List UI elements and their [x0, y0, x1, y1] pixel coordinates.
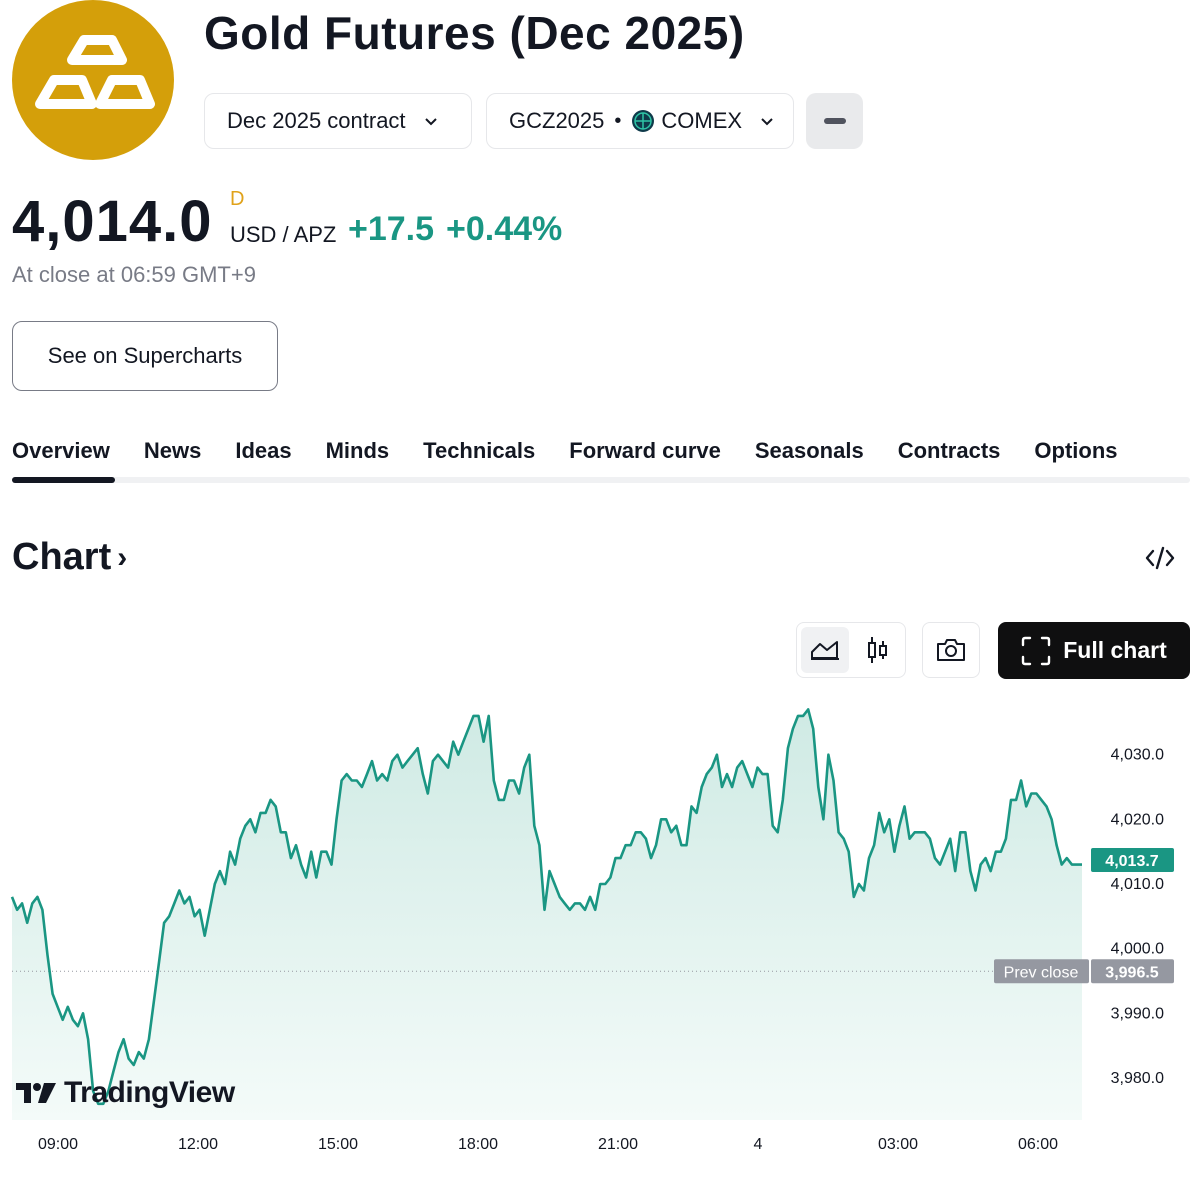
y-tick-label: 4,030.0: [1111, 747, 1164, 764]
chart-section-link[interactable]: Chart ›: [12, 536, 127, 579]
tradingview-logo-icon: [16, 1083, 56, 1103]
page-title: Gold Futures (Dec 2025): [204, 7, 745, 59]
tab-active-indicator: [12, 477, 115, 483]
prev-close-value-tag: [1091, 959, 1174, 984]
tradingview-watermark: TradingView: [14, 1076, 235, 1110]
tabs-track: [12, 477, 1190, 483]
market-close-note: At close at 06:59 GMT+9: [12, 262, 256, 287]
more-options-button[interactable]: [806, 93, 863, 149]
gold-bars-logo: [12, 0, 174, 160]
chart-heading: Chart: [12, 536, 112, 578]
x-tick-label: 15:00: [318, 1136, 358, 1153]
price-area-fill: [12, 709, 1082, 1120]
see-on-supercharts-button[interactable]: See on Supercharts: [12, 321, 278, 391]
tab-news[interactable]: News: [143, 438, 202, 463]
y-tick-label: 3,980.0: [1111, 1070, 1164, 1087]
tab-minds[interactable]: Minds: [325, 438, 390, 463]
contract-selector[interactable]: Dec 2025 contract: [204, 93, 472, 149]
x-tick-label: 21:00: [598, 1136, 638, 1153]
x-tick-label: 09:00: [38, 1136, 78, 1153]
x-tick-label: 06:00: [1018, 1136, 1058, 1153]
contract-selector-label: Dec 2025 contract: [227, 108, 406, 133]
prev-close-tag-label: Prev close: [1004, 964, 1079, 981]
change-absolute: +17.5: [348, 210, 435, 248]
y-tick-label: 4,000.0: [1111, 941, 1164, 958]
full-chart-button[interactable]: Full chart: [998, 622, 1190, 679]
tab-technicals[interactable]: Technicals: [423, 438, 536, 463]
x-tick-label: 18:00: [458, 1136, 498, 1153]
tab-seasonals[interactable]: Seasonals: [754, 438, 864, 463]
tab-ideas[interactable]: Ideas: [235, 438, 292, 463]
tab-overview[interactable]: Overview: [12, 438, 110, 463]
x-tick-label: 03:00: [878, 1136, 918, 1153]
last-price-label: 4,013.7: [1105, 853, 1158, 870]
chevron-down-icon: [424, 118, 437, 126]
y-tick-label: 4,020.0: [1111, 811, 1164, 828]
tradingview-wordmark: TradingView: [64, 1076, 235, 1109]
y-tick-label: 3,990.0: [1111, 1005, 1164, 1022]
x-tick-label: 4: [754, 1136, 763, 1153]
y-tick-label: 4,010.0: [1111, 876, 1164, 893]
change-percent: +0.44%: [446, 210, 563, 248]
fullscreen-icon: [1022, 636, 1051, 665]
tab-bar: Overview News Ideas Minds Technicals For…: [12, 438, 1152, 464]
globe-icon: [632, 110, 655, 132]
chevron-down-icon: [761, 118, 773, 126]
symbol-code: GCZ2025: [509, 108, 605, 133]
tab-contracts[interactable]: Contracts: [897, 438, 1001, 463]
exchange-name: COMEX: [661, 108, 743, 133]
separator-dot: •: [614, 109, 622, 132]
area-chart-icon: [811, 641, 839, 660]
minus-icon: [823, 118, 846, 124]
price-chart[interactable]: 4,030.0 4,020.0 4,010.0 4,000.0 3,990.0 3,980…: [0, 690, 1200, 1170]
embed-code-icon[interactable]: [1144, 543, 1176, 573]
last-price: 4,014.0: [12, 189, 213, 254]
chevron-right-icon: ›: [117, 540, 128, 574]
chart-style-group: [796, 622, 906, 678]
prev-close-tag: [994, 959, 1089, 984]
exchange-selector[interactable]: GCZ2025 • COMEX: [486, 93, 794, 149]
tab-options[interactable]: Options: [1034, 438, 1118, 463]
area-chart-button[interactable]: [801, 627, 849, 673]
prev-close-value-label: 3,996.5: [1105, 964, 1158, 981]
snapshot-button[interactable]: [922, 622, 980, 678]
camera-icon: [937, 639, 965, 661]
delayed-data-mark[interactable]: D: [230, 188, 245, 210]
price-change: +17.5 +0.44%: [348, 210, 562, 249]
x-tick-label: 12:00: [178, 1136, 218, 1153]
last-price-tag: [1091, 848, 1174, 873]
candlestick-chart-button[interactable]: [855, 627, 901, 673]
full-chart-label: Full chart: [1063, 637, 1167, 663]
tab-forward-curve[interactable]: Forward curve: [569, 438, 721, 463]
candlestick-icon: [868, 637, 887, 663]
currency-unit: USD / APZ: [230, 222, 337, 247]
price-line: [10, 708, 1082, 1106]
gold-bars-icon: [35, 35, 155, 109]
